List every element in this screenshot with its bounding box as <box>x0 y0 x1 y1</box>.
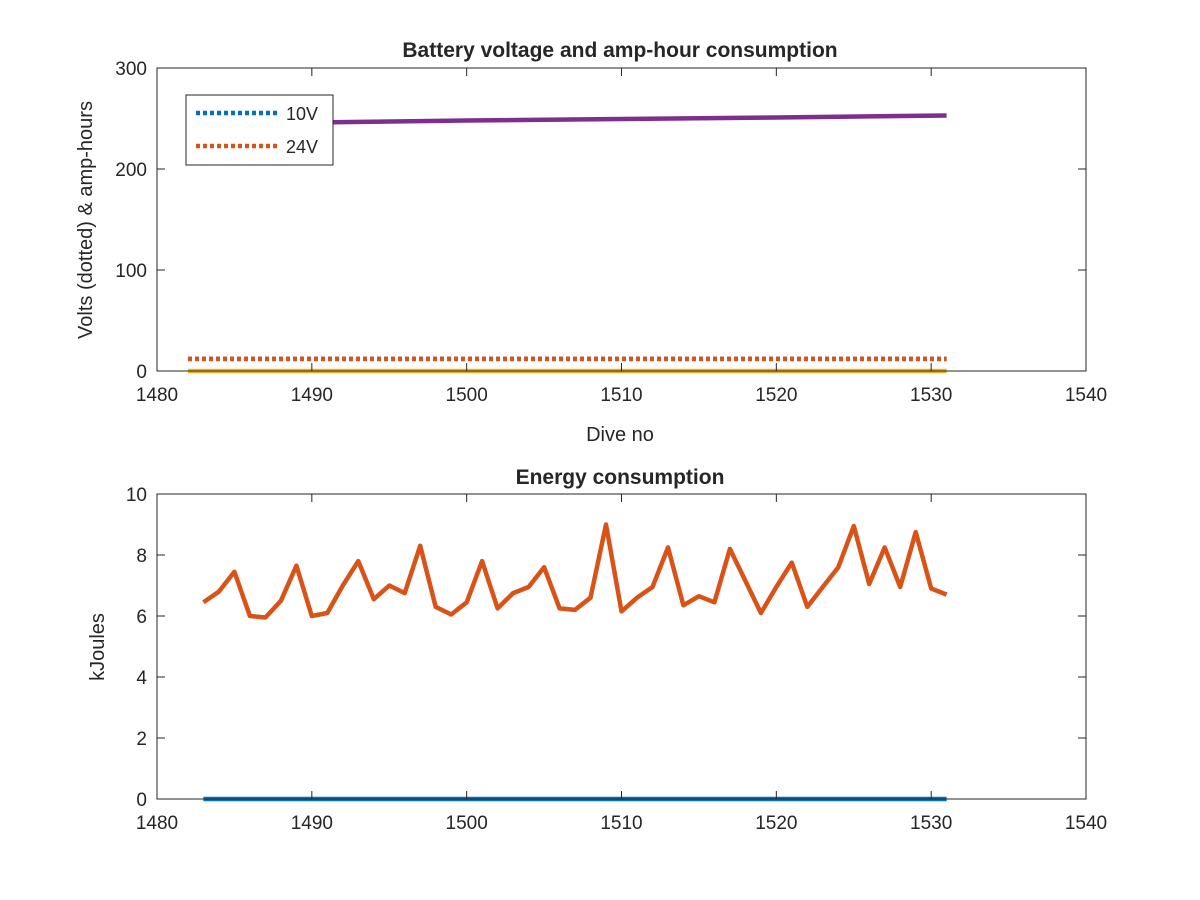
energy-x-tick-label: 1510 <box>600 813 642 834</box>
energy-plot-area <box>157 494 1086 799</box>
voltage-y-tick-label: 200 <box>115 160 147 181</box>
energy-x-tick-label: 1520 <box>755 813 797 834</box>
voltage-x-tick-label: 1510 <box>600 385 642 406</box>
energy-x-tick-label: 1480 <box>136 813 178 834</box>
energy-chart-title: Energy consumption <box>516 466 725 489</box>
voltage-x-tick-label: 1490 <box>291 385 333 406</box>
energy-y-tick-label: 2 <box>136 729 147 750</box>
energy-series-line-1 <box>202 522 948 620</box>
energy-y-tick-label: 10 <box>126 485 147 506</box>
energy-y-axis-label: kJoules <box>87 613 109 681</box>
voltage-y-axis-label: Volts (dotted) & amp-hours <box>75 101 97 339</box>
voltage-axes: Battery voltage and amp-hour consumption… <box>75 39 1107 446</box>
voltage-x-tick-label: 1530 <box>910 385 952 406</box>
energy-x-tick-label: 1500 <box>446 813 488 834</box>
voltage-x-tick-label: 1500 <box>446 385 488 406</box>
voltage-y-tick-label: 300 <box>115 59 147 80</box>
energy-x-tick-label: 1530 <box>910 813 952 834</box>
voltage-x-tick-label: 1480 <box>136 385 178 406</box>
voltage-x-tick-label: 1540 <box>1065 385 1107 406</box>
voltage-x-tick-label: 1520 <box>755 385 797 406</box>
voltage-y-tick-label: 0 <box>136 362 147 383</box>
energy-axes: Energy consumption kJoules 1480 1490 1500 1… <box>87 466 1107 834</box>
voltage-chart-title: Battery voltage and amp-hour consumption <box>402 39 837 62</box>
legend-box <box>185 94 334 166</box>
energy-y-tick-label: 4 <box>136 668 147 689</box>
voltage-x-axis-label: Dive no <box>586 424 654 446</box>
energy-y-tick-label: 8 <box>136 546 147 567</box>
legend-label: 10V <box>286 104 318 124</box>
voltage-y-tick-label: 100 <box>115 261 147 282</box>
energy-y-tick-label: 6 <box>136 607 147 628</box>
energy-x-tick-label: 1540 <box>1065 813 1107 834</box>
energy-x-tick-label: 1490 <box>291 813 333 834</box>
energy-y-tick-label: 0 <box>136 790 147 811</box>
legend-label: 24V <box>286 137 318 157</box>
